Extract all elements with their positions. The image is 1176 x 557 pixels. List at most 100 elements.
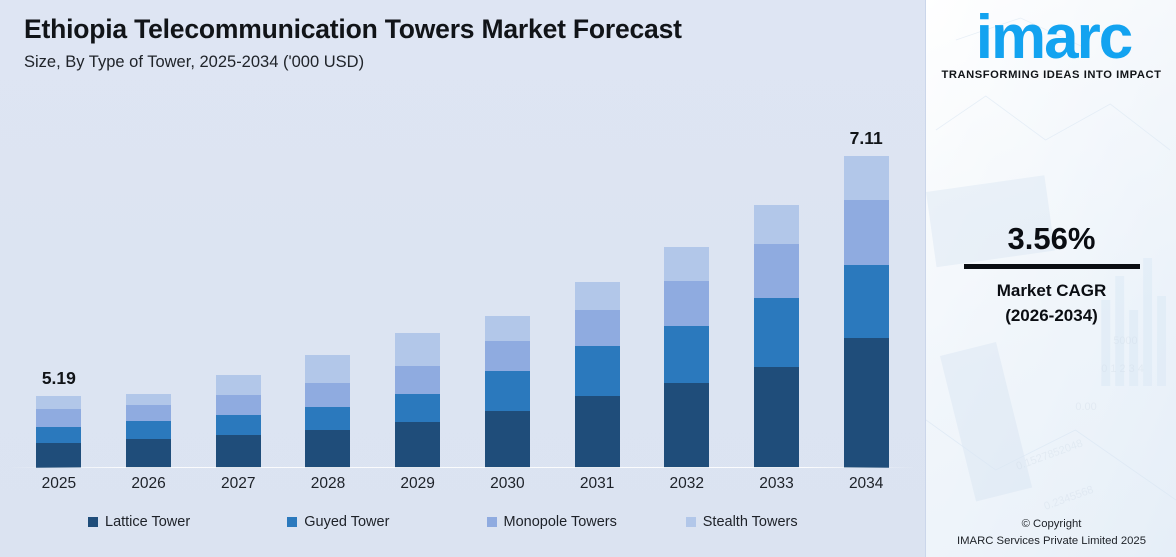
bar-segment-monopole[interactable]: [305, 383, 351, 407]
bar-group-2031[interactable]: [552, 110, 642, 468]
bar-segment-lattice[interactable]: [215, 435, 261, 468]
bar-segment-monopole[interactable]: [484, 340, 530, 371]
chart-legend: Lattice Tower Guyed Tower Monopole Towers S…: [0, 514, 925, 530]
bar-segment-monopole[interactable]: [36, 408, 82, 428]
x-tick-2028: 2028: [310, 475, 346, 492]
bar-segment-lattice[interactable]: [36, 442, 82, 468]
bar-segment-lattice[interactable]: [664, 383, 710, 468]
legend-item-stealth-towers[interactable]: Stealth Towers: [685, 514, 885, 530]
bar-segment-stealth[interactable]: [484, 316, 530, 341]
bar-segment-monopole[interactable]: [843, 199, 889, 266]
bar-segment-monopole[interactable]: [574, 310, 620, 347]
bar-segment-guyed[interactable]: [574, 346, 620, 397]
bar-segment-lattice[interactable]: [843, 338, 889, 468]
bar-segment-guyed[interactable]: [126, 421, 172, 440]
legend-item-monopole-towers[interactable]: Monopole Towers: [486, 514, 686, 530]
chart-header: Ethiopia Telecommunication Towers Market…: [0, 0, 925, 73]
axis-baseline: [12, 467, 913, 468]
stacked-bar[interactable]: [753, 204, 799, 468]
bar-segment-guyed[interactable]: [36, 427, 82, 443]
bar-segment-monopole[interactable]: [215, 395, 261, 415]
bar-segment-guyed[interactable]: [395, 394, 441, 422]
chart-panel: Ethiopia Telecommunication Towers Market…: [0, 0, 925, 557]
bar-value-label: 7.11: [849, 127, 883, 148]
stacked-bar[interactable]: 5.19: [36, 368, 82, 468]
bar-group-2027[interactable]: [193, 110, 283, 468]
imarc-logo: imarc TRANSFORMING IDEAS INTO IMPACT: [926, 3, 1176, 81]
copyright-notice: © Copyright IMARC Services Private Limit…: [926, 516, 1176, 549]
legend-label: Lattice Tower: [105, 514, 191, 530]
cagr-value: 3.56%: [1007, 221, 1096, 256]
bar-group-2032[interactable]: [642, 110, 732, 468]
bar-segment-stealth[interactable]: [36, 395, 82, 409]
cagr-period: (2026-2034): [1005, 305, 1098, 325]
bar-segment-guyed[interactable]: [664, 325, 710, 383]
bar-segment-stealth[interactable]: [664, 247, 710, 281]
bar-group-2025[interactable]: 5.19: [14, 110, 104, 468]
imarc-tagline: TRANSFORMING IDEAS INTO IMPACT: [941, 68, 1162, 81]
copyright-line-2: IMARC Services Private Limited 2025: [957, 534, 1146, 547]
bar-group-2030[interactable]: [463, 110, 553, 468]
bar-group-2034[interactable]: 7.11: [821, 110, 911, 468]
bar-group-2029[interactable]: [373, 110, 463, 468]
bar-segment-guyed[interactable]: [484, 370, 530, 411]
cagr-divider: [963, 264, 1140, 270]
bar-segment-stealth[interactable]: [126, 393, 172, 406]
legend-label: Stealth Towers: [702, 514, 798, 530]
bar-segment-stealth[interactable]: [395, 333, 441, 366]
bar-segment-monopole[interactable]: [395, 366, 441, 394]
bar-segment-stealth[interactable]: [305, 355, 351, 383]
x-tick-2026: 2026: [131, 475, 166, 492]
bar-container: 5.19 7.11: [0, 110, 925, 468]
bar-segment-lattice[interactable]: [395, 422, 441, 468]
x-tick-2032: 2032: [669, 475, 705, 492]
stacked-bar[interactable]: [484, 316, 530, 468]
bar-value-label: 5.19: [41, 367, 76, 388]
branding-panel: 0.1527852048 0.2345568 0 1 2 3 4 5000 0.…: [925, 0, 1176, 557]
bar-segment-guyed[interactable]: [215, 415, 261, 435]
stacked-bar[interactable]: [215, 375, 261, 468]
bar-segment-lattice[interactable]: [126, 439, 172, 468]
svg-text:5000: 5000: [1113, 335, 1137, 347]
legend-item-guyed-tower[interactable]: Guyed Tower: [287, 514, 486, 530]
legend-swatch-icon: [287, 517, 298, 527]
bar-segment-lattice[interactable]: [753, 367, 799, 468]
stacked-bar[interactable]: [395, 333, 441, 468]
bar-segment-stealth[interactable]: [753, 204, 799, 244]
bar-segment-guyed[interactable]: [843, 265, 889, 338]
bar-segment-lattice[interactable]: [574, 396, 620, 468]
legend-label: Monopole Towers: [503, 514, 617, 530]
svg-text:0 1 2 3 4: 0 1 2 3 4: [1101, 363, 1144, 375]
bar-segment-monopole[interactable]: [126, 405, 172, 422]
cagr-label: Market CAGR: [996, 281, 1107, 301]
x-tick-2029: 2029: [400, 475, 435, 492]
stacked-bar[interactable]: [664, 247, 710, 468]
stacked-bar[interactable]: [574, 282, 620, 468]
bar-group-2028[interactable]: [283, 110, 373, 468]
bar-segment-stealth[interactable]: [843, 155, 889, 200]
x-tick-2034: 2034: [848, 475, 884, 492]
bar-segment-stealth[interactable]: [215, 375, 261, 395]
legend-item-lattice-tower[interactable]: Lattice Tower: [88, 514, 287, 530]
legend-swatch-icon: [88, 517, 98, 527]
legend-label: Guyed Tower: [304, 514, 390, 530]
bar-group-2033[interactable]: [732, 110, 822, 468]
stacked-bar[interactable]: [305, 355, 351, 468]
stacked-bar[interactable]: 7.11: [843, 128, 889, 468]
bar-segment-stealth[interactable]: [574, 282, 620, 311]
bar-segment-monopole[interactable]: [664, 280, 710, 326]
bar-segment-lattice[interactable]: [484, 410, 530, 468]
stacked-bar[interactable]: [126, 393, 172, 468]
x-tick-2033: 2033: [759, 475, 794, 492]
bar-group-2026[interactable]: [104, 110, 194, 468]
bar-segment-guyed[interactable]: [305, 407, 351, 430]
bar-segment-guyed[interactable]: [753, 298, 799, 367]
imarc-wordmark: imarc: [975, 3, 1133, 72]
x-tick-2025: 2025: [41, 475, 77, 492]
x-axis-tick-labels: 2025 2026 2027 2028 2029 2030 2031 2032 2033 2034: [0, 468, 925, 500]
x-tick-2031: 2031: [579, 475, 615, 492]
svg-text:0.00: 0.00: [1075, 401, 1096, 413]
bar-segment-lattice[interactable]: [305, 430, 351, 468]
bar-segment-monopole[interactable]: [753, 243, 799, 298]
